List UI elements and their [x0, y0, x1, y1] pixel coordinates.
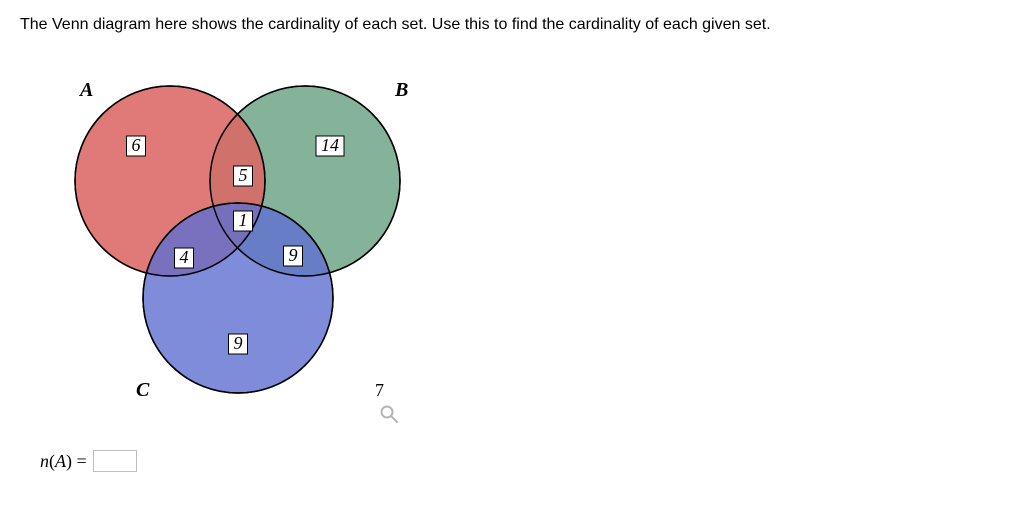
region-b-and-c-value: 9 [289, 245, 298, 265]
set-label-b: B [394, 79, 408, 101]
answer-input[interactable] [93, 450, 137, 472]
magnifier-icon[interactable] [382, 407, 398, 423]
question-lhs-close: ) = [66, 451, 87, 472]
page-root: The Venn diagram here shows the cardinal… [0, 0, 1024, 506]
region-only-c: 9 [229, 333, 248, 354]
question-lhs-set: A [55, 451, 66, 472]
question-row: n ( A ) = [40, 450, 137, 472]
venn-svg: 6 14 9 5 4 9 1 A B C 7 [40, 46, 460, 446]
region-a-and-c-value: 4 [180, 247, 189, 267]
region-a-and-b: 5 [234, 165, 253, 186]
region-only-b: 14 [316, 135, 344, 156]
region-only-b-value: 14 [321, 135, 339, 155]
region-b-and-c: 9 [284, 245, 303, 266]
prompt-text: The Venn diagram here shows the cardinal… [20, 16, 1004, 34]
region-a-and-b-value: 5 [239, 165, 248, 185]
region-only-a: 6 [127, 135, 146, 156]
set-label-c: C [136, 379, 150, 401]
region-a-b-c: 1 [234, 210, 253, 231]
region-only-a-value: 6 [132, 135, 141, 155]
question-lhs-n: n [40, 451, 49, 472]
outside-universe-count: 7 [375, 380, 384, 400]
region-a-b-c-value: 1 [239, 210, 248, 230]
set-label-a: A [78, 79, 93, 101]
venn-diagram: 6 14 9 5 4 9 1 A B C 7 [40, 46, 460, 446]
region-a-and-c: 4 [175, 247, 194, 268]
region-only-c-value: 9 [234, 333, 243, 353]
